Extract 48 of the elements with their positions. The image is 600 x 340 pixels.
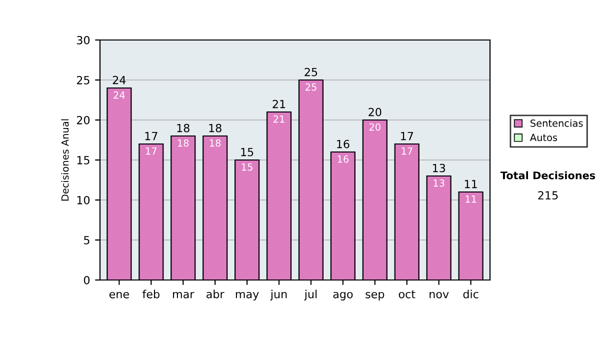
data-label: 11 [466,196,476,203]
y-axis-title: Decisiones Anual [61,119,69,201]
x-tick-label: mar [173,292,194,298]
x-tick-label: sep [366,292,384,300]
data-label: 15 [242,164,252,171]
total-label: 18 [209,124,222,132]
data-label: 20 [369,123,380,131]
total-label: 16 [337,140,350,148]
y-tick-label: 10 [77,196,90,204]
y-tick-label: 5 [84,236,90,244]
x-tick-label: ago [333,292,353,300]
x-tick-label: jul [304,290,317,300]
total-label: 21 [272,100,286,108]
x-tick-label: may [236,292,259,300]
y-tick-label: 25 [76,76,90,84]
total-label: 15 [241,148,254,156]
y-tick-label: 15 [77,156,90,164]
data-label: 17 [402,148,412,155]
x-tick-label: jun [270,290,287,300]
y-tick-label: 0 [84,276,90,284]
y-tick-label: 30 [76,36,90,44]
y-tick-label: 20 [76,116,90,124]
data-label: 21 [274,115,284,123]
text: 215 [538,191,558,200]
data-label: 17 [146,148,156,155]
data-label: 24 [114,91,125,99]
legend-label: Autos [530,134,558,142]
total-label: 25 [304,68,318,76]
data-label: 16 [338,155,349,163]
x-tick-label: nov [430,292,449,298]
x-tick-label: abr [206,290,224,298]
total-label: 11 [464,180,477,188]
total-label: 18 [177,124,190,132]
total-label: 17 [145,132,158,140]
data-label: 13 [434,179,444,187]
total-label: 13 [433,164,446,172]
x-tick-label: feb [142,290,160,298]
total-label: 17 [401,132,414,140]
total-label: 20 [368,108,382,116]
data-label: 18 [178,139,189,147]
legend-label: Sentencias [530,119,583,127]
x-tick-label: ene [109,292,129,298]
total-label: 24 [112,76,126,84]
data-label: 18 [210,139,221,147]
text: Total Decisiones [500,171,596,180]
x-tick-label: oct [398,290,416,298]
x-tick-label: dic [463,290,478,298]
data-label: 25 [306,83,316,91]
